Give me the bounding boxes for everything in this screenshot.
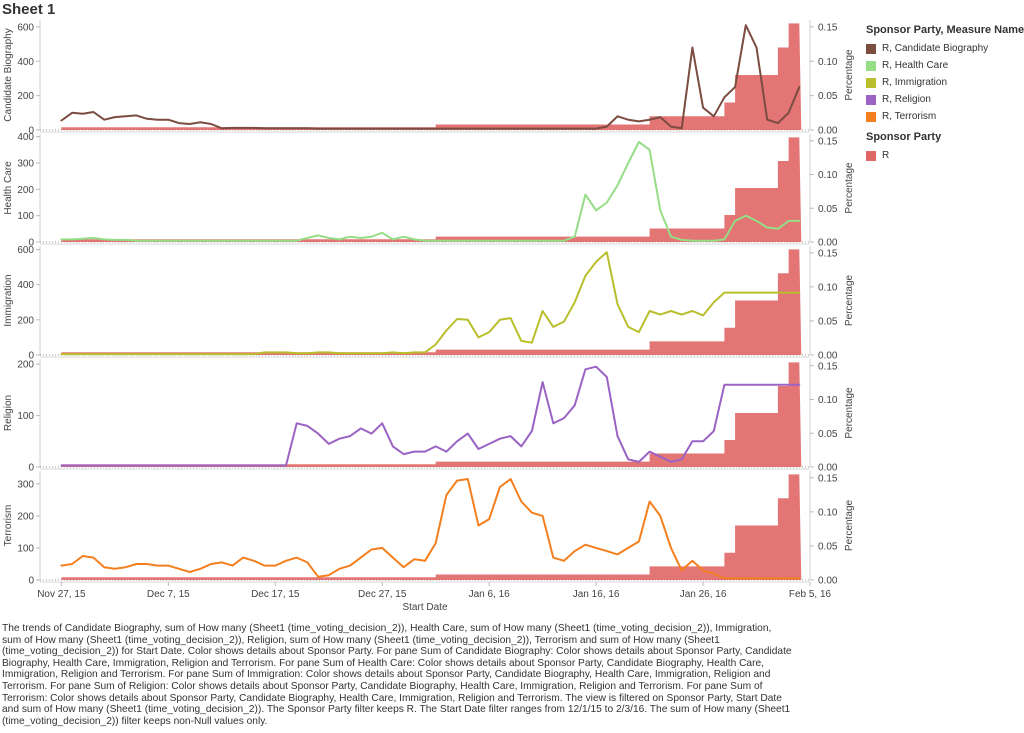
x-axis-label: Start Date	[402, 602, 447, 613]
right-tick-label: 0.05	[818, 91, 838, 102]
legend-swatch	[866, 150, 876, 161]
left-tick-label: 200	[17, 91, 34, 102]
series-line	[60, 140, 801, 242]
percentage-area	[61, 137, 802, 242]
right-tick-label: 0.10	[818, 282, 838, 293]
left-tick-label: 100	[17, 543, 34, 554]
x-tick-label: Jan 16, 16	[573, 589, 620, 600]
left-tick-label: 0	[28, 351, 34, 362]
left-tick-label: 400	[17, 57, 34, 68]
legend-title-sponsor-party: Sponsor Party	[866, 131, 942, 143]
left-axis-label: Health Care	[3, 161, 14, 215]
right-tick-label: 0.15	[818, 136, 838, 147]
legend-label: R, Candidate Biography	[882, 43, 989, 54]
right-axis-label: Percentage	[844, 274, 855, 326]
right-tick-label: 0.00	[818, 126, 838, 137]
legend: Sponsor Party, Measure Names R, Candidat…	[866, 24, 1024, 164]
legend-swatch	[866, 111, 876, 122]
left-tick-label: 0	[28, 463, 34, 474]
right-tick-label: 0.05	[818, 204, 838, 215]
legend-item-r[interactable]: R	[866, 147, 1024, 164]
legend-label: R, Religion	[882, 94, 931, 105]
left-tick-label: 300	[17, 479, 34, 490]
right-tick-label: 0.10	[818, 507, 838, 518]
x-tick-label: Dec 27, 15	[358, 589, 407, 600]
legend-item-candidate-biography[interactable]: R, Candidate Biography	[866, 40, 1024, 57]
legend-item-terrorism[interactable]: R, Terrorism	[866, 108, 1024, 125]
left-tick-label: 400	[17, 280, 34, 291]
legend-item-health-care[interactable]: R, Health Care	[866, 57, 1024, 74]
chart-caption: The trends of Candidate Biography, sum o…	[2, 623, 792, 727]
left-tick-label: 300	[17, 158, 34, 169]
percentage-area	[61, 249, 802, 355]
right-axis-label: Percentage	[844, 162, 855, 214]
left-axis-label: Immigration	[3, 274, 14, 326]
left-tick-label: 400	[17, 132, 34, 143]
legend-item-immigration[interactable]: R, Immigration	[866, 74, 1024, 91]
right-tick-label: 0.15	[818, 22, 838, 33]
percentage-area	[61, 362, 802, 467]
left-tick-label: 0	[28, 238, 34, 249]
x-tick-label: Dec 7, 15	[147, 589, 190, 600]
x-tick-label: Jan 26, 16	[680, 589, 727, 600]
series-line	[60, 24, 801, 130]
left-tick-label: 0	[28, 576, 34, 587]
right-axis-label: Percentage	[844, 387, 855, 439]
legend-swatch	[866, 77, 876, 88]
x-tick-label: Nov 27, 15	[37, 589, 86, 600]
left-tick-label: 200	[17, 511, 34, 522]
legend-label: R	[882, 150, 890, 161]
legend-title: Sponsor Party, Measure Names	[866, 24, 1024, 36]
right-tick-label: 0.00	[818, 351, 838, 362]
legend-label: R, Terrorism	[882, 111, 937, 122]
right-tick-label: 0.10	[818, 170, 838, 181]
left-axis-label: Religion	[3, 395, 14, 431]
series-line	[60, 251, 801, 356]
right-tick-label: 0.15	[818, 361, 838, 372]
left-tick-label: 200	[17, 185, 34, 196]
right-tick-label: 0.15	[818, 473, 838, 484]
legend-label: R, Immigration	[882, 77, 948, 88]
legend-swatch	[866, 60, 876, 71]
right-tick-label: 0.05	[818, 429, 838, 440]
right-tick-label: 0.00	[818, 463, 838, 474]
right-tick-label: 0.05	[818, 316, 838, 327]
left-tick-label: 200	[17, 360, 34, 371]
x-tick-label: Feb 5, 16	[789, 589, 832, 600]
percentage-area	[61, 23, 802, 130]
left-tick-label: 100	[17, 411, 34, 422]
right-tick-label: 0.10	[818, 395, 838, 406]
percentage-area	[61, 474, 802, 580]
right-axis-label: Percentage	[844, 499, 855, 551]
left-tick-label: 600	[17, 22, 34, 33]
right-axis-label: Percentage	[844, 49, 855, 101]
left-tick-label: 0	[28, 126, 34, 137]
legend-swatch	[866, 94, 876, 105]
left-axis-label: Candidate Biography	[3, 28, 14, 121]
left-tick-label: 100	[17, 211, 34, 222]
x-tick-label: Jan 6, 16	[469, 589, 511, 600]
series-line	[60, 365, 801, 467]
left-tick-label: 200	[17, 315, 34, 326]
series-line	[60, 478, 801, 580]
right-tick-label: 0.00	[818, 576, 838, 587]
right-tick-label: 0.05	[818, 541, 838, 552]
x-tick-label: Dec 17, 15	[251, 589, 300, 600]
right-tick-label: 0.00	[818, 238, 838, 249]
legend-swatch	[866, 43, 876, 54]
legend-item-religion[interactable]: R, Religion	[866, 91, 1024, 108]
sheet-title: Sheet 1	[2, 1, 56, 18]
right-tick-label: 0.10	[818, 57, 838, 68]
right-tick-label: 0.15	[818, 248, 838, 259]
legend-label: R, Health Care	[882, 60, 949, 71]
left-axis-label: Terrorism	[3, 505, 14, 547]
left-tick-label: 600	[17, 245, 34, 256]
